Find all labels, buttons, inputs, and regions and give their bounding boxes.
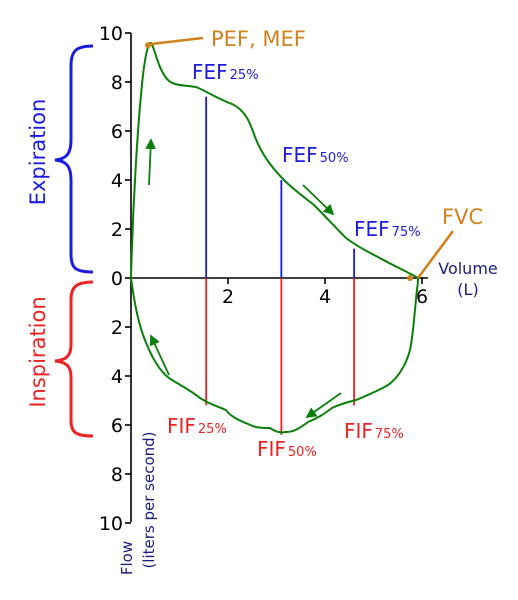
fef75-label: FEF 75% [354,217,421,241]
x-axis-title-line1: Volume [438,259,498,278]
volume-tick-label: 2 [222,286,234,308]
flow-tick-label: 4 [111,366,123,388]
arrow-up-inspiration-icon [149,334,170,376]
flow-tick-label: 8 [111,464,123,486]
volume-tick-label: 4 [319,286,331,308]
fef25-label: FEF 25% [192,60,259,84]
x-axis-title-line2: (L) [457,280,478,299]
y-axis-title-line2: (liters per second) [140,431,158,568]
expiration-brace-icon [54,44,94,274]
arrow-left-inspiration-icon [305,392,342,419]
flow-tick-label: 6 [111,415,123,437]
inspiration-label: Inspiration [26,296,50,407]
fvc-leader-line [416,230,455,279]
expiration-label: Expiration [26,99,50,206]
arrow-down-expiration-icon [302,184,335,216]
flow-tick-label: 4 [111,170,123,192]
fif25-label: FIF 25% [167,414,227,438]
volume-tick-label: 6 [416,286,428,308]
fvc-label: FVC [442,205,483,229]
fvc-point [406,275,413,281]
pef-label: PEF, MEF [211,27,306,51]
flow-tick-label: 8 [111,72,123,94]
expiration-curve [130,42,419,279]
flow-tick-label: 10 [99,513,123,535]
flow-tick-label: 6 [111,121,123,143]
inspiration-brace-icon [54,280,94,438]
axis-ticks: 10 8 6 4 2 0 2 4 6 8 10 2 4 6 [99,23,428,535]
fif75-label: FIF 75% [344,419,404,443]
flow-tick-label: 2 [111,219,123,241]
pef-leader-line [150,36,204,46]
y-axis-title-line1: Flow [118,541,136,575]
inspiration-curve [130,277,419,434]
pef-point [144,42,151,49]
flow-tick-label: 2 [111,317,123,339]
flow-tick-label: 0 [111,268,123,290]
fif50-label: FIF 50% [257,437,317,461]
arrow-up-expiration-icon [145,138,156,186]
flow-tick-label: 10 [99,23,123,45]
fef50-label: FEF 50% [282,143,349,167]
